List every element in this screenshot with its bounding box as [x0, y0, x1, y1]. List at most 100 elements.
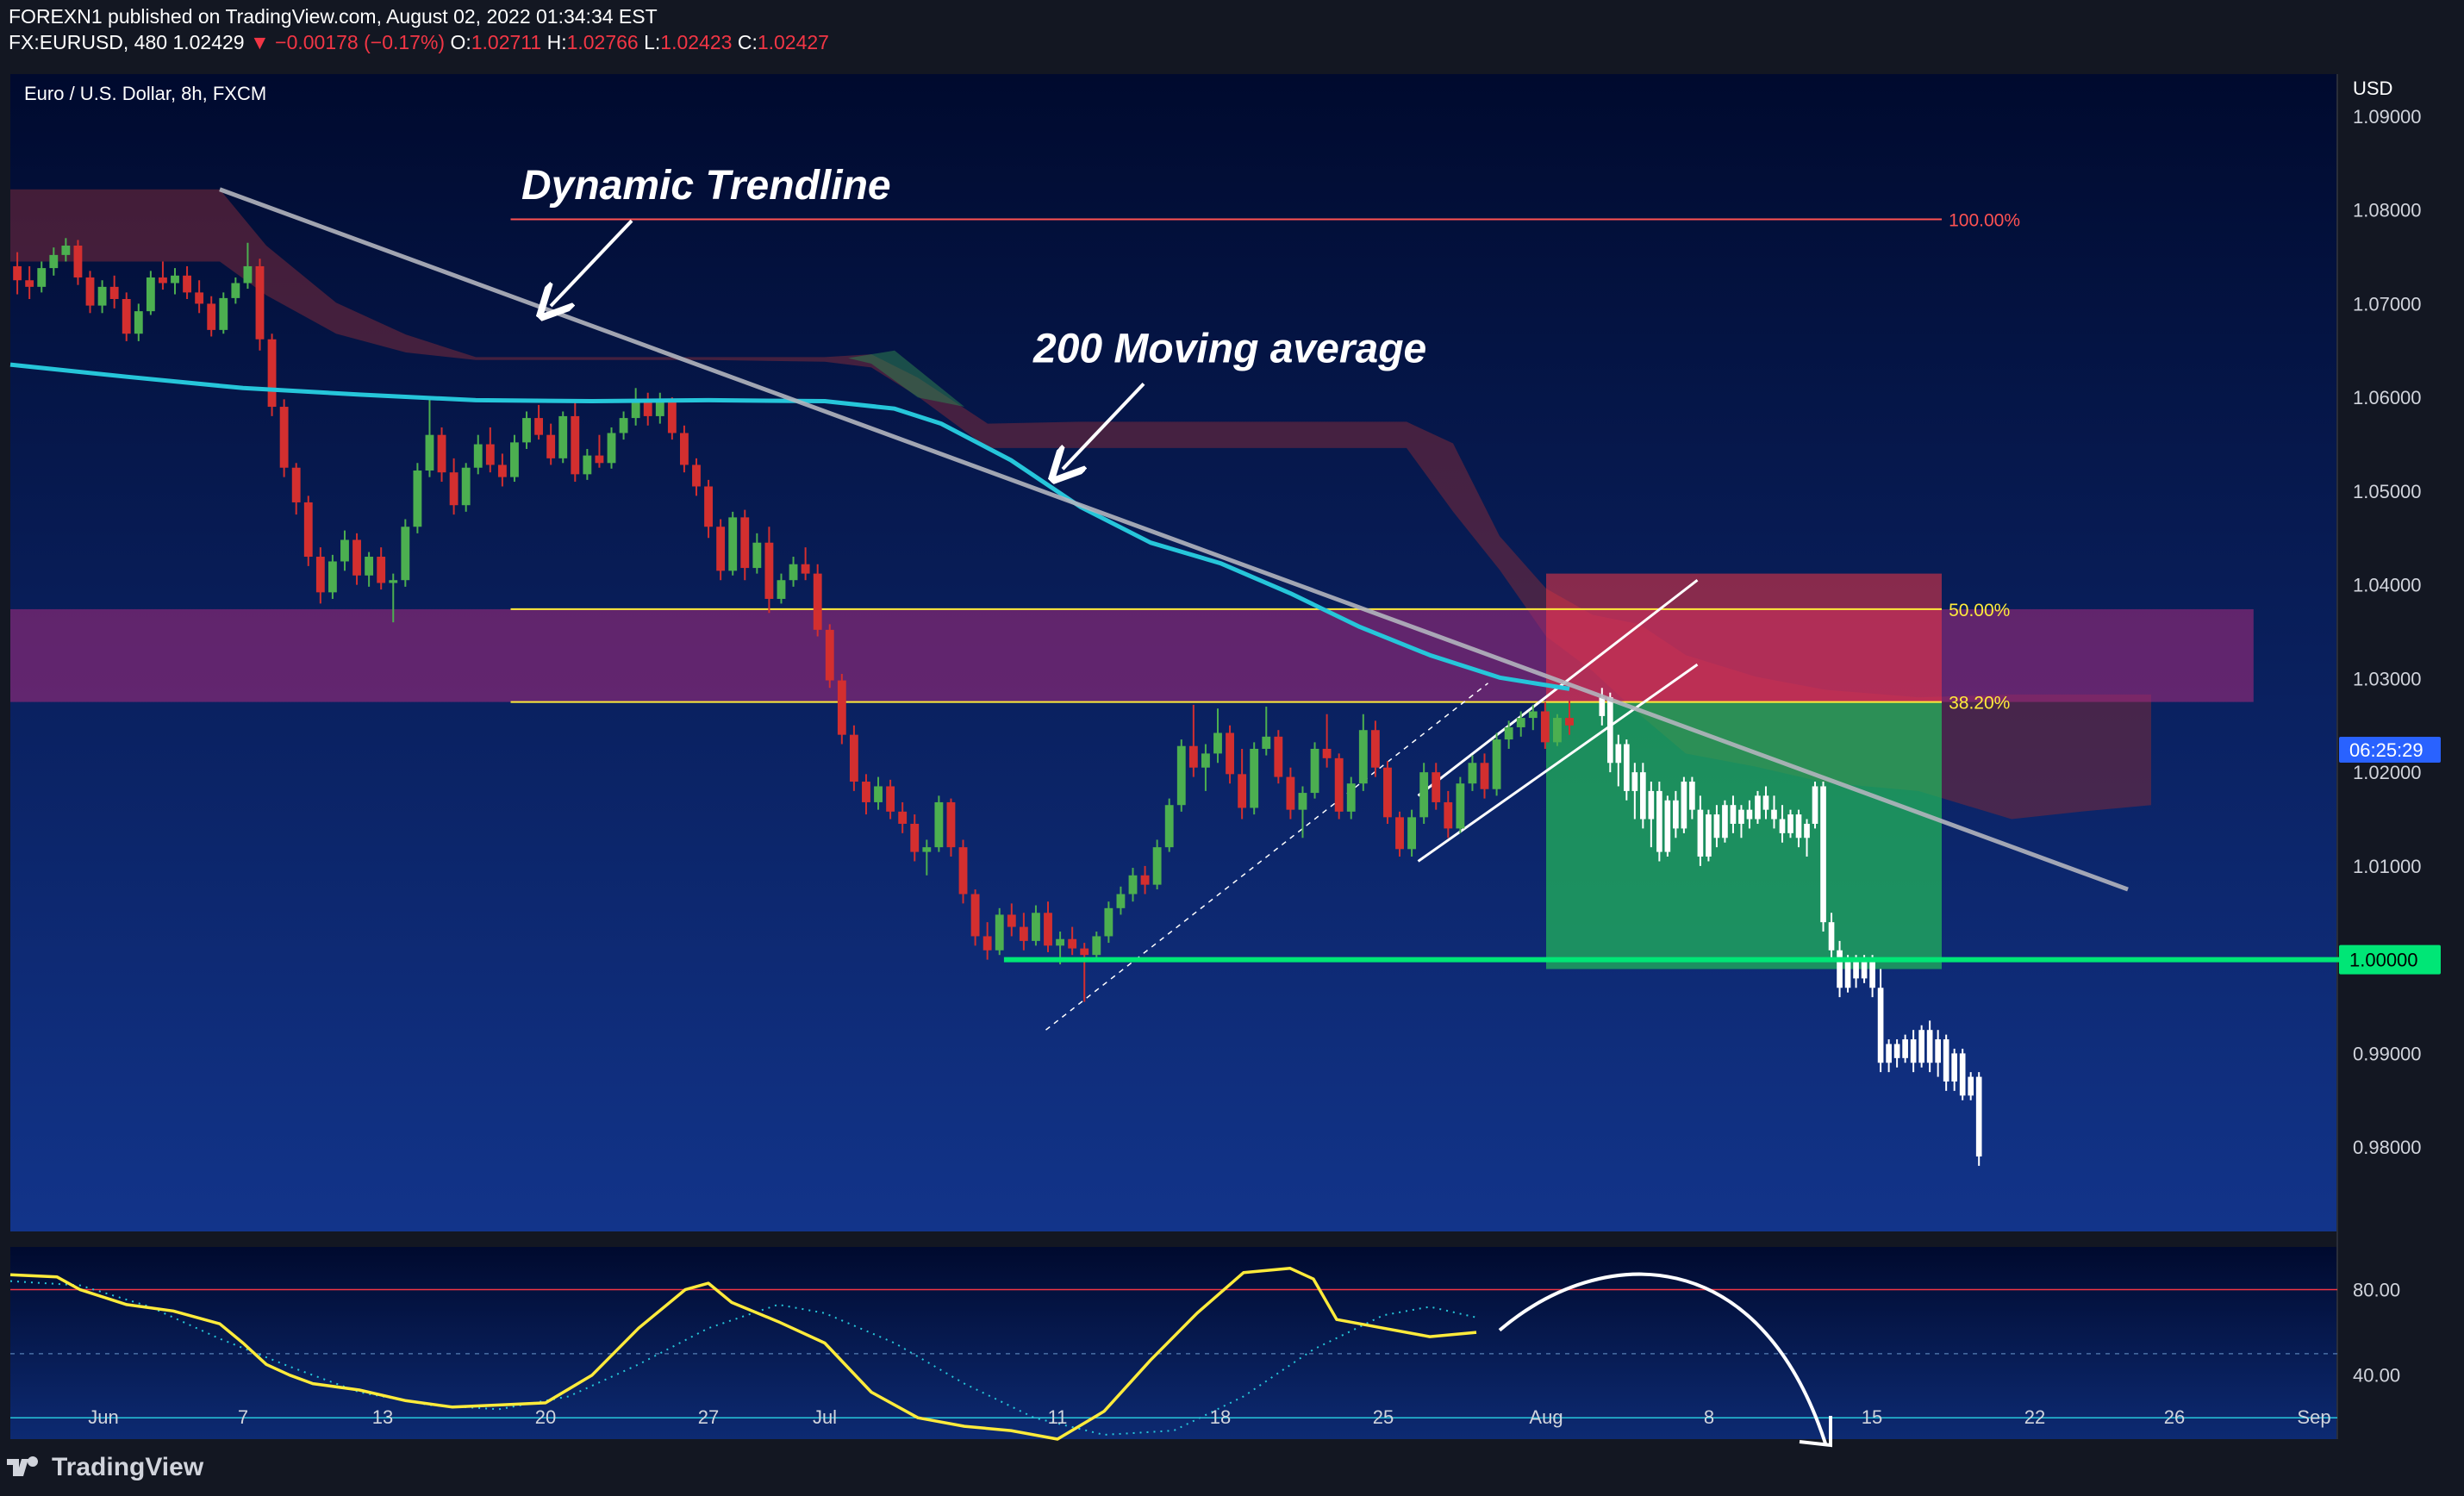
projection-candle-body [1755, 795, 1761, 820]
annotation-arrow [1063, 382, 1145, 469]
candle-body [1432, 772, 1441, 802]
projection-candle-body [1722, 805, 1728, 838]
candle-body [716, 527, 726, 571]
projection-candle-body [1886, 1044, 1892, 1063]
candle-body [1007, 914, 1016, 927]
candle-body [1152, 847, 1162, 885]
projection-candle-body [1599, 697, 1606, 716]
currency-label: USD [2353, 78, 2392, 99]
candle-body [837, 680, 846, 735]
candle-body [1383, 767, 1392, 818]
chart-title: Euro / U.S. Dollar, 8h, FXCM [24, 83, 266, 104]
projection-candle-body [1615, 744, 1622, 764]
candle-body [1104, 907, 1113, 937]
candle-body [1201, 753, 1210, 768]
candle-body [1516, 718, 1525, 727]
candle-body [558, 415, 568, 458]
time-tick: 25 [1373, 1406, 1394, 1428]
projection-candle-body [1640, 772, 1646, 820]
price-tick: 1.08000 [2353, 200, 2422, 221]
time-tick: 11 [1048, 1406, 1068, 1428]
candle-body [1419, 772, 1429, 818]
short-position-tool[interactable] [1546, 573, 1942, 969]
candle-body [377, 557, 386, 583]
high-value: 1.02766 [566, 31, 639, 53]
projection-candle-body [1975, 1076, 1982, 1157]
candle-body [534, 418, 544, 435]
candle-body [1358, 730, 1368, 784]
rsi-signal-line [9, 1280, 1477, 1437]
candle-body [1032, 913, 1040, 941]
price-tick: 1.05000 [2353, 481, 2422, 502]
candle-body [1322, 748, 1332, 758]
candle-body [958, 847, 968, 894]
open-value: 1.02711 [471, 31, 542, 53]
candle-body [704, 486, 713, 527]
candle-body [1164, 805, 1174, 848]
candle-body [1565, 718, 1574, 726]
candle-body [643, 399, 652, 416]
rsi-pane-bg [10, 1247, 2337, 1439]
time-tick: Jun [88, 1406, 118, 1428]
support-price-label: 1.00000 [2349, 950, 2418, 971]
candle-body [777, 580, 786, 599]
candle-body [1176, 745, 1186, 806]
candle-body [291, 467, 301, 502]
candle-body [49, 254, 59, 269]
annotations[interactable]: Dynamic Trendline 200 Moving average [521, 163, 1426, 469]
candle-body [1128, 875, 1138, 894]
close-value: 1.02427 [757, 31, 829, 53]
price-tick: 1.04000 [2353, 575, 2422, 596]
candle-body [243, 265, 253, 284]
candle-body [631, 399, 640, 419]
channel-lower [1417, 663, 1699, 863]
candle-body [425, 434, 434, 471]
candle-body [1188, 745, 1198, 768]
candle-body [134, 311, 143, 334]
projection-candle-body [1844, 959, 1851, 988]
projection-candle-body [1893, 1044, 1900, 1058]
price-axis[interactable]: 1.09000 1.08000 1.07000 1.06000 1.05000 1.040… [2339, 106, 2441, 1158]
low-label: L: [644, 31, 661, 53]
candle-body [849, 734, 858, 782]
candle-body [546, 434, 556, 458]
candle-body [1044, 913, 1052, 946]
projection-candle-body [1861, 959, 1868, 979]
projection-candle-body [1812, 786, 1818, 824]
candle-body [389, 580, 398, 583]
time-axis[interactable]: Jun 7 13 20 27 Jul 11 18 25 Aug 8 15 22 26 Sep [88, 1406, 2330, 1428]
candle-body [655, 402, 664, 416]
candle-body [982, 936, 992, 951]
candle-body [1286, 776, 1295, 810]
candle-body [1092, 936, 1101, 956]
projection-candle-body [1697, 809, 1704, 857]
projection-candle-body [1730, 805, 1737, 824]
candle-body [473, 444, 483, 468]
candle-body [1407, 817, 1417, 850]
candle-body [1226, 732, 1234, 775]
projection-candle-body [1837, 950, 1843, 988]
projection-candle-body [1673, 800, 1679, 829]
projection-candle-body [1689, 782, 1695, 810]
fib-label: 100.00% [1949, 211, 2020, 231]
candle-body [1480, 763, 1489, 789]
candle-body [461, 467, 471, 506]
dashed-trend [1045, 683, 1488, 1031]
candle-body [970, 894, 980, 937]
fibonacci-levels[interactable]: 100.00% 50.00% 38.20% [510, 211, 2021, 714]
candle-body [365, 557, 374, 576]
symbol-label[interactable]: FX:EURUSD, 480 [9, 31, 168, 53]
candle-body [862, 782, 870, 802]
candle-body [692, 464, 701, 487]
fib-label: 38.20% [1949, 694, 2010, 714]
candle-body [1492, 739, 1501, 789]
cloud-bullish-twist [848, 350, 964, 407]
candle-body [886, 786, 895, 812]
candle-body [449, 472, 458, 506]
candle-body [219, 297, 228, 330]
tradingview-footer[interactable]: TradingView [7, 1453, 203, 1482]
projection-candles [1599, 688, 1982, 1166]
candle-body [171, 275, 179, 284]
candle-body [825, 629, 834, 681]
